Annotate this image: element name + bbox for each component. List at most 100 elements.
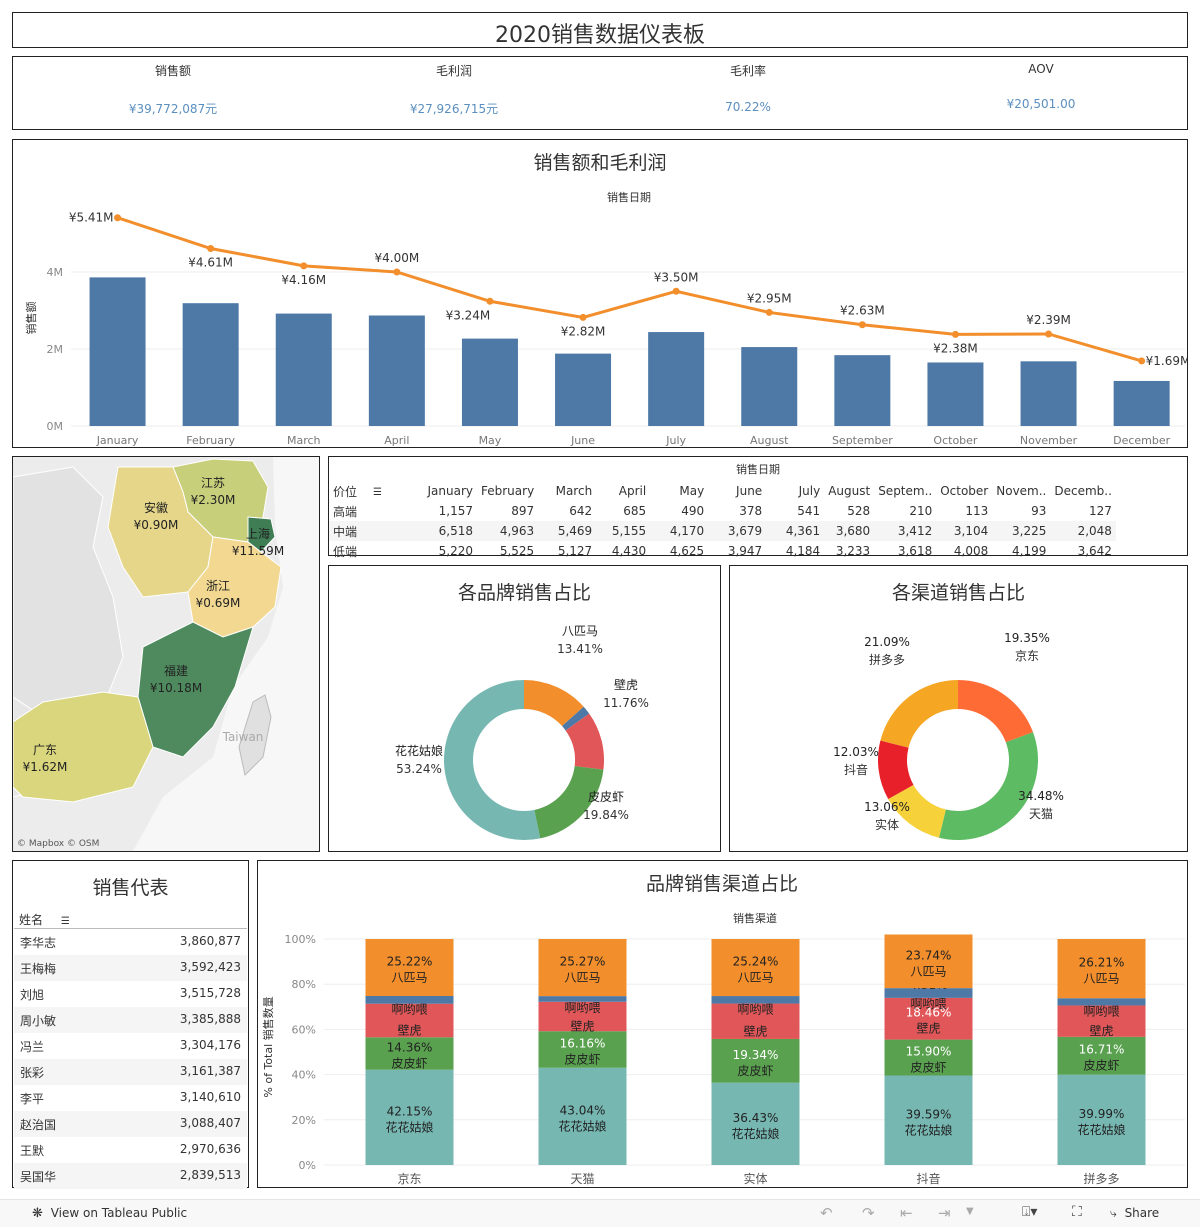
revert-icon[interactable]: ⇤ bbox=[900, 1204, 913, 1222]
donut-slice[interactable] bbox=[958, 680, 1034, 743]
stack-segment[interactable] bbox=[365, 1037, 454, 1070]
sort-icon[interactable]: ☰ bbox=[373, 487, 382, 498]
kpi-aov[interactable]: AOV ¥20,501.00 bbox=[941, 57, 1141, 111]
rep-row[interactable]: 冯兰 3,304,176 bbox=[14, 1033, 247, 1059]
kpi-margin[interactable]: 毛利率 70.22% bbox=[648, 57, 848, 114]
stack-segment[interactable] bbox=[1057, 1005, 1146, 1037]
chevron-down-icon[interactable]: ▼ bbox=[966, 1206, 974, 1217]
stack-segment[interactable] bbox=[538, 996, 627, 1002]
rep-row[interactable]: 周小敏 3,385,888 bbox=[14, 1007, 247, 1033]
region-shanghai[interactable] bbox=[247, 516, 276, 553]
fullscreen-icon[interactable]: ⛶ bbox=[1072, 1204, 1082, 1220]
table-row[interactable]: 低端 5,220 5,525 5,127 4,430 4,625 3,947 4,184 3,2… bbox=[329, 541, 1116, 561]
sales-bar[interactable] bbox=[648, 332, 705, 426]
rep-row[interactable]: 李平 3,140,610 bbox=[14, 1085, 247, 1111]
rep-row[interactable]: 刘旭 3,515,728 bbox=[14, 981, 247, 1007]
province-map-panel[interactable]: 江苏 ¥2.30M 安徽 ¥0.90M 上海 ¥11.59M 浙江 ¥0.69M… bbox=[12, 456, 320, 852]
sales-bar[interactable] bbox=[461, 338, 518, 426]
stack-segment[interactable] bbox=[538, 1031, 627, 1068]
stack-segment[interactable] bbox=[711, 1082, 800, 1165]
brand-donut-chart[interactable]: 八匹马 13.41% 壁虎 11.76% 皮皮虾 19.84% 花花姑娘 53.24% bbox=[329, 566, 720, 851]
profit-line[interactable] bbox=[117, 216, 1143, 363]
profit-point[interactable] bbox=[579, 313, 587, 321]
stack-segment[interactable] bbox=[1057, 939, 1146, 999]
kpi-gross-profit[interactable]: 毛利润 ¥27,926,715元 bbox=[354, 57, 554, 117]
month-column-header[interactable]: May bbox=[679, 484, 705, 498]
stack-segment[interactable] bbox=[365, 1003, 454, 1038]
stack-segment[interactable] bbox=[884, 934, 973, 989]
stack-segment[interactable] bbox=[711, 939, 800, 997]
region-guangdong[interactable] bbox=[13, 691, 154, 803]
month-column-header[interactable]: January bbox=[427, 484, 474, 498]
rep-row[interactable]: 赵治国 3,088,407 bbox=[14, 1111, 247, 1137]
undo-icon[interactable]: ↶ bbox=[820, 1204, 833, 1222]
profit-point[interactable] bbox=[765, 308, 773, 316]
redo-icon[interactable]: ↷ bbox=[862, 1204, 875, 1222]
sales-bar[interactable] bbox=[741, 347, 798, 426]
donut-slice[interactable] bbox=[524, 680, 584, 727]
sales-bar[interactable] bbox=[555, 353, 612, 426]
rep-row[interactable]: 张彩 3,161,387 bbox=[14, 1059, 247, 1085]
stack-segment[interactable] bbox=[711, 1003, 800, 1039]
price-tier-table[interactable]: 价位 ☰ January February March April May June Jul… bbox=[329, 481, 1116, 561]
profit-point[interactable] bbox=[207, 245, 215, 253]
profit-point[interactable] bbox=[300, 262, 308, 270]
rep-row[interactable]: 王梅梅 3,592,423 bbox=[14, 955, 247, 981]
profit-point[interactable] bbox=[393, 268, 401, 276]
map-attribution[interactable]: © Mapbox © OSM bbox=[17, 839, 99, 849]
share-button[interactable]: ⤷ Share bbox=[1110, 1206, 1159, 1221]
stack-segment[interactable] bbox=[365, 939, 454, 996]
stack-segment[interactable] bbox=[1057, 1036, 1146, 1075]
stack-segment[interactable] bbox=[365, 1069, 454, 1165]
sales-bar[interactable] bbox=[275, 313, 332, 426]
reps-column-header[interactable]: 姓名 ☰ bbox=[19, 911, 70, 928]
donut-slice[interactable] bbox=[565, 713, 604, 770]
month-column-header[interactable]: June bbox=[736, 484, 763, 498]
donut-slice[interactable] bbox=[878, 740, 914, 800]
month-column-header[interactable]: August bbox=[828, 484, 871, 498]
month-column-header[interactable]: July bbox=[798, 484, 821, 498]
profit-point[interactable] bbox=[672, 287, 680, 295]
channel-donut-chart[interactable]: 19.35% 京东 34.48% 天猫 13.06% 实体 12.03% 抖音 21.09% 拼多… bbox=[730, 566, 1187, 851]
profit-point[interactable] bbox=[951, 330, 959, 338]
month-column-header[interactable]: October bbox=[940, 484, 989, 498]
profit-point[interactable] bbox=[1138, 357, 1146, 365]
view-on-tableau-link[interactable]: ❋ View on Tableau Public bbox=[32, 1206, 187, 1221]
rep-row[interactable]: 王默 2,970,636 bbox=[14, 1137, 247, 1163]
donut-slice[interactable] bbox=[562, 706, 590, 731]
table-row[interactable]: 中端 6,518 4,963 5,469 5,155 4,170 3,679 4,361 3,6… bbox=[329, 521, 1116, 541]
download-icon[interactable]: ⍗▾ bbox=[1022, 1204, 1038, 1220]
month-column-header[interactable]: Novem.. bbox=[996, 484, 1047, 498]
stack-segment[interactable] bbox=[538, 939, 627, 997]
profit-point[interactable] bbox=[858, 321, 866, 329]
profit-point[interactable] bbox=[114, 214, 122, 222]
month-column-header[interactable]: Decemb.. bbox=[1054, 484, 1112, 498]
donut-slice[interactable] bbox=[534, 766, 604, 839]
donut-slice[interactable] bbox=[444, 680, 541, 840]
rep-row[interactable]: 吴国华 2,839,513 bbox=[14, 1163, 247, 1189]
month-column-header[interactable]: April bbox=[618, 484, 647, 498]
stack-segment[interactable] bbox=[538, 1067, 627, 1165]
sales-bar[interactable] bbox=[1113, 380, 1170, 426]
stack-segment[interactable] bbox=[1057, 1074, 1146, 1165]
sales-bar[interactable] bbox=[1020, 361, 1077, 426]
forward-icon[interactable]: ⇥ bbox=[938, 1204, 951, 1222]
province-map[interactable]: 江苏 ¥2.30M 安徽 ¥0.90M 上海 ¥11.59M 浙江 ¥0.69M… bbox=[13, 457, 319, 851]
brand-channel-stacked-chart[interactable]: 品牌销售渠道占比 销售渠道 % of Total 销售数量 0% 20% 40% 60… bbox=[258, 861, 1187, 1187]
rep-row[interactable]: 李华志 3,860,877 bbox=[14, 929, 247, 955]
stack-segment[interactable] bbox=[884, 988, 973, 998]
stack-segment[interactable] bbox=[711, 996, 800, 1004]
sales-bar[interactable] bbox=[927, 362, 984, 426]
stack-segment[interactable] bbox=[884, 997, 973, 1040]
sales-bar[interactable] bbox=[89, 277, 146, 426]
donut-slice[interactable] bbox=[938, 732, 1038, 840]
kpi-sales[interactable]: 销售额 ¥39,772,087元 bbox=[73, 57, 273, 117]
profit-point[interactable] bbox=[486, 297, 494, 305]
month-column-header[interactable]: February bbox=[481, 484, 535, 498]
sort-icon[interactable]: ☰ bbox=[60, 916, 70, 927]
donut-slice[interactable] bbox=[888, 784, 946, 838]
sales-profit-chart[interactable]: 销售额和毛利润 销售日期 销售额 0M 2M 4M ¥5.41M ¥4.61M ¥4.1… bbox=[13, 140, 1187, 447]
stack-segment[interactable] bbox=[365, 995, 454, 1004]
stack-segment[interactable] bbox=[884, 1075, 973, 1165]
donut-slice[interactable] bbox=[880, 680, 958, 748]
